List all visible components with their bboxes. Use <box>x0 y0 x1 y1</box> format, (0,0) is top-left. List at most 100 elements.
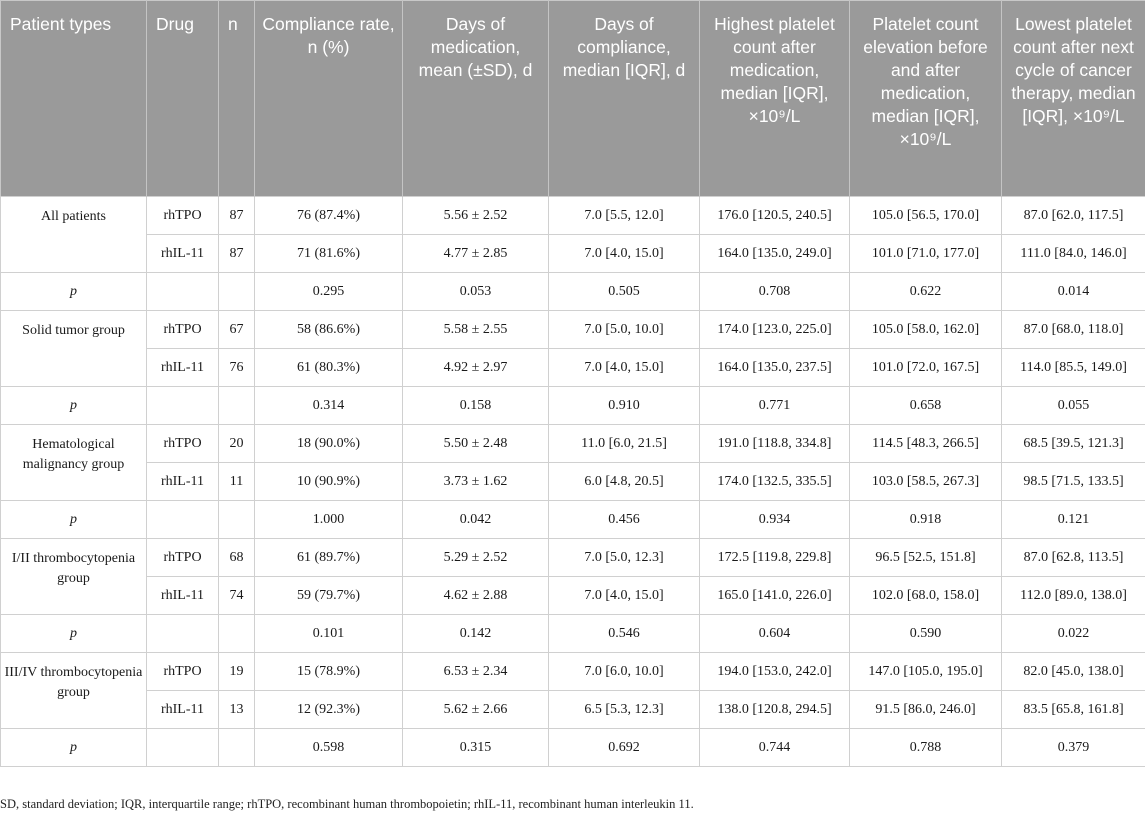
table-cell: 103.0 [58.5, 267.3] <box>849 462 1002 501</box>
p-value-cell: 0.910 <box>548 386 700 425</box>
header-days-of-medication: Days of medication, mean (±SD), d <box>402 0 549 197</box>
table-cell: 138.0 [120.8, 294.5] <box>699 690 850 729</box>
p-label-cell: p <box>0 614 147 653</box>
table-cell: 172.5 [119.8, 229.8] <box>699 538 850 577</box>
table-cell: 20 <box>218 424 255 463</box>
p-value-cell: 1.000 <box>254 500 403 539</box>
table-cell: 10 (90.9%) <box>254 462 403 501</box>
table-cell: rhIL-11 <box>146 234 219 273</box>
table-cell: 58 (86.6%) <box>254 310 403 349</box>
p-value-cell: 0.771 <box>699 386 850 425</box>
p-value-cell: 0.314 <box>254 386 403 425</box>
table-cell: 7.0 [5.0, 10.0] <box>548 310 700 349</box>
p-value-cell <box>218 272 255 311</box>
table-cell: 174.0 [123.0, 225.0] <box>699 310 850 349</box>
table-cell: 6.0 [4.8, 20.5] <box>548 462 700 501</box>
table-cell: 87 <box>218 234 255 273</box>
table-row: III/IV thrombocytopenia group rhTPO 19 15 (… <box>0 652 1145 729</box>
p-value-cell <box>146 728 219 767</box>
table-cell: 59 (79.7%) <box>254 576 403 615</box>
table-cell: 4.92 ± 2.97 <box>402 348 549 387</box>
p-value-cell: 0.014 <box>1001 272 1145 311</box>
p-value-cell <box>146 500 219 539</box>
table-cell: 4.77 ± 2.85 <box>402 234 549 273</box>
p-label-cell: p <box>0 500 147 539</box>
patient-type-cell: I/II thrombocytopenia group <box>0 538 147 615</box>
p-label-cell: p <box>0 728 147 767</box>
p-value-cell: 0.788 <box>849 728 1002 767</box>
p-value-cell: 0.744 <box>699 728 850 767</box>
p-value-cell: 0.295 <box>254 272 403 311</box>
p-value-cell: 0.158 <box>402 386 549 425</box>
table-cell: rhTPO <box>146 196 219 235</box>
table-cell: 5.50 ± 2.48 <box>402 424 549 463</box>
table-cell: 3.73 ± 1.62 <box>402 462 549 501</box>
table-cell: 61 (89.7%) <box>254 538 403 577</box>
table-cell: 101.0 [72.0, 167.5] <box>849 348 1002 387</box>
table-cell: 194.0 [153.0, 242.0] <box>699 652 850 691</box>
p-value-cell: 0.055 <box>1001 386 1145 425</box>
patient-type-cell: Solid tumor group <box>0 310 147 387</box>
table-cell: 91.5 [86.0, 246.0] <box>849 690 1002 729</box>
p-value-cell: 0.604 <box>699 614 850 653</box>
table-cell: 165.0 [141.0, 226.0] <box>699 576 850 615</box>
table-cell: rhTPO <box>146 652 219 691</box>
p-value-row: p 0.101 0.142 0.546 0.604 0.590 0.022 <box>0 614 1145 653</box>
p-label-cell: p <box>0 386 147 425</box>
p-value-cell: 0.934 <box>699 500 850 539</box>
table-cell: 5.62 ± 2.66 <box>402 690 549 729</box>
table-cell: 67 <box>218 310 255 349</box>
table-row: Solid tumor group rhTPO 67 58 (86.6%) 5.58 ±… <box>0 310 1145 387</box>
table-cell: 76 <box>218 348 255 387</box>
p-value-cell: 0.121 <box>1001 500 1145 539</box>
results-table: Patient types Drug n Compliance rate, n … <box>0 0 1145 767</box>
table-cell: 96.5 [52.5, 151.8] <box>849 538 1002 577</box>
p-value-cell: 0.379 <box>1001 728 1145 767</box>
header-lowest-platelet-count: Lowest platelet count after next cycle o… <box>1001 0 1145 197</box>
table-row: rhIL-11 87 71 (81.6%) 4.77 ± 2.85 7.0 [4.0, … <box>1 234 1145 273</box>
p-value-cell: 0.708 <box>699 272 850 311</box>
p-value-cell: 0.505 <box>548 272 700 311</box>
table-cell: 74 <box>218 576 255 615</box>
table-cell: 111.0 [84.0, 146.0] <box>1001 234 1145 273</box>
table-cell: 6.53 ± 2.34 <box>402 652 549 691</box>
header-n: n <box>218 0 255 197</box>
p-value-cell: 0.590 <box>849 614 1002 653</box>
table-cell: rhIL-11 <box>146 690 219 729</box>
table-cell: 11.0 [6.0, 21.5] <box>548 424 700 463</box>
table-cell: 101.0 [71.0, 177.0] <box>849 234 1002 273</box>
table-cell: 82.0 [45.0, 138.0] <box>1001 652 1145 691</box>
table-row: rhIL-11 13 12 (92.3%) 5.62 ± 2.66 6.5 [5.3, … <box>1 690 1145 729</box>
p-value-cell: 0.053 <box>402 272 549 311</box>
p-value-cell: 0.022 <box>1001 614 1145 653</box>
header-compliance-rate: Compliance rate, n (%) <box>254 0 403 197</box>
table-cell: 13 <box>218 690 255 729</box>
table-cell: 114.5 [48.3, 266.5] <box>849 424 1002 463</box>
p-value-cell: 0.546 <box>548 614 700 653</box>
table-cell: 87.0 [62.8, 113.5] <box>1001 538 1145 577</box>
header-patient-types: Patient types <box>0 0 147 197</box>
table-cell: 4.62 ± 2.88 <box>402 576 549 615</box>
patient-type-cell: Hematological malignancy group <box>0 424 147 501</box>
table-cell: 5.58 ± 2.55 <box>402 310 549 349</box>
table-row: rhIL-11 11 10 (90.9%) 3.73 ± 1.62 6.0 [4.8, … <box>1 462 1145 501</box>
table-cell: 98.5 [71.5, 133.5] <box>1001 462 1145 501</box>
table-body: All patients rhTPO 87 76 (87.4%) 5.56 ± 2.52… <box>0 196 1145 767</box>
table-cell: 15 (78.9%) <box>254 652 403 691</box>
table-cell: 102.0 [68.0, 158.0] <box>849 576 1002 615</box>
table-cell: 68 <box>218 538 255 577</box>
p-value-row: p 1.000 0.042 0.456 0.934 0.918 0.121 <box>0 500 1145 539</box>
table-cell: rhTPO <box>146 424 219 463</box>
p-value-cell <box>146 614 219 653</box>
p-value-cell: 0.042 <box>402 500 549 539</box>
header-drug: Drug <box>146 0 219 197</box>
table-cell: 83.5 [65.8, 161.8] <box>1001 690 1145 729</box>
table-cell: 76 (87.4%) <box>254 196 403 235</box>
p-label-cell: p <box>0 272 147 311</box>
table-cell: 87.0 [68.0, 118.0] <box>1001 310 1145 349</box>
header-highest-platelet-count: Highest platelet count after medication,… <box>699 0 850 197</box>
table-cell: 87 <box>218 196 255 235</box>
p-value-cell: 0.315 <box>402 728 549 767</box>
table-cell: rhIL-11 <box>146 462 219 501</box>
table-cell: 68.5 [39.5, 121.3] <box>1001 424 1145 463</box>
